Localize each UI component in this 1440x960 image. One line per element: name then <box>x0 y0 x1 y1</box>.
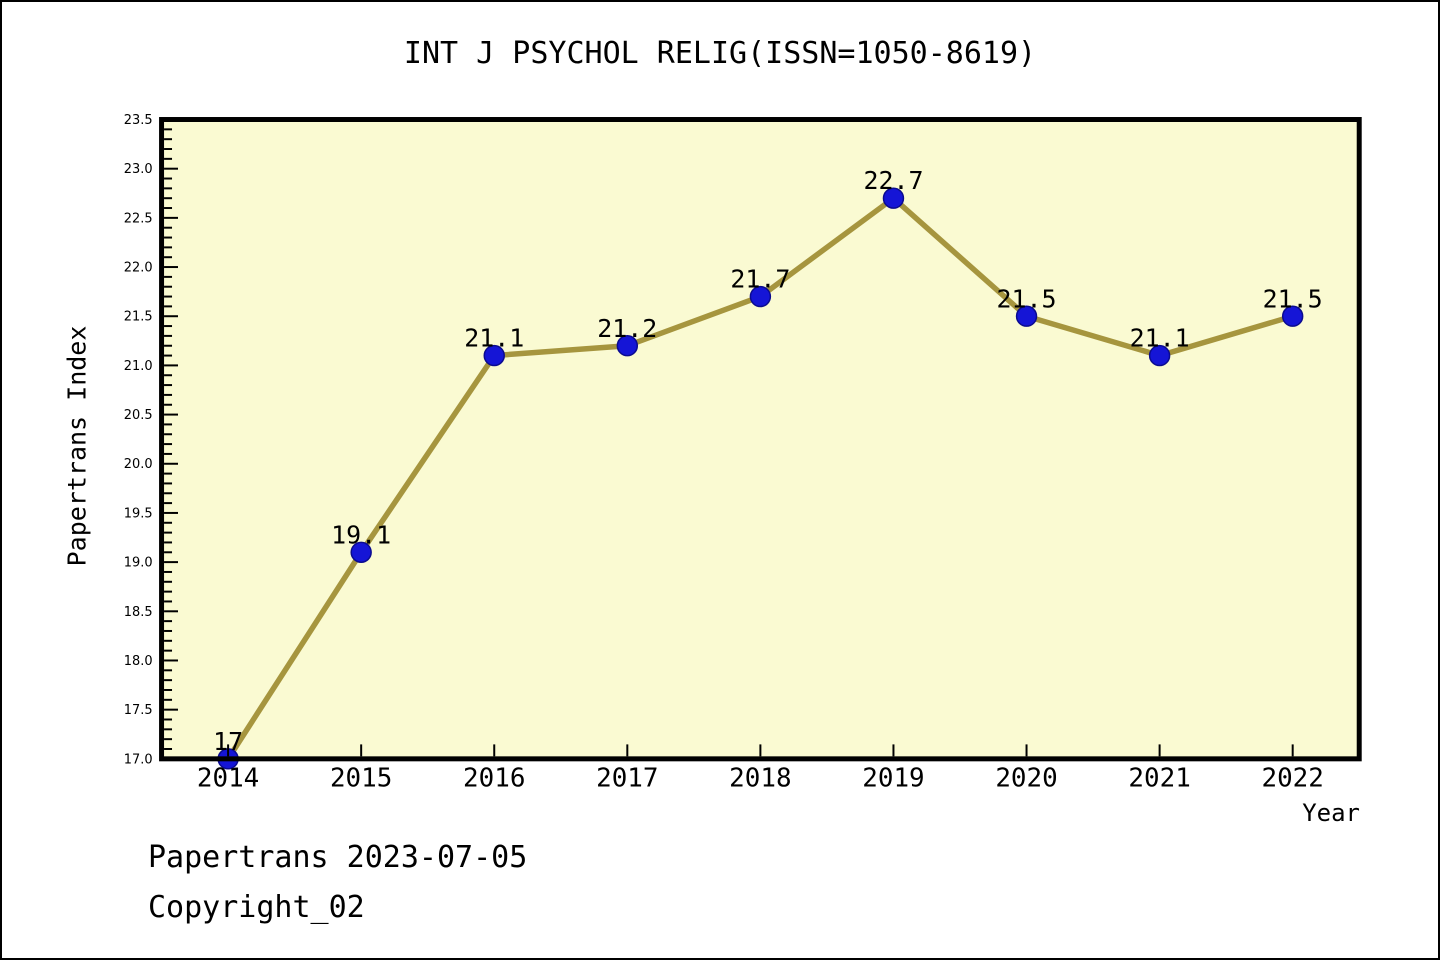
data-point <box>882 187 905 209</box>
y-tick-label: 19.0 <box>124 556 153 571</box>
chart-title: INT J PSYCHOL RELIG(ISSN=1050-8619) <box>403 36 1037 71</box>
data-point-label: 21.7 <box>730 265 790 294</box>
x-tick-label: 2019 <box>862 764 924 794</box>
x-tick-label: 2022 <box>1261 764 1323 794</box>
y-tick-label: 22.5 <box>124 211 153 226</box>
y-tick-label: 23.5 <box>124 113 153 128</box>
data-point <box>350 541 372 563</box>
y-tick-label: 20.0 <box>124 457 153 472</box>
data-point-label: 21.1 <box>464 324 524 353</box>
plot-area <box>161 119 1360 759</box>
data-point-label: 19.1 <box>331 520 391 549</box>
data-point-label: 21.1 <box>1130 324 1190 353</box>
data-point <box>1281 305 1304 327</box>
y-tick-label: 21.5 <box>124 310 153 325</box>
y-tick-label: 21.0 <box>124 359 153 374</box>
x-tick-label: 2020 <box>995 764 1057 794</box>
x-tick-label: 2015 <box>330 764 392 794</box>
data-point-label: 22.7 <box>863 166 923 195</box>
data-point <box>616 335 639 357</box>
y-axis-label: Papertrans Index <box>62 325 92 567</box>
x-tick-label: 2017 <box>596 764 658 794</box>
y-tick-label: 19.5 <box>124 506 153 521</box>
data-point <box>1015 305 1038 327</box>
footer-copyright: Copyright_02 <box>148 890 365 925</box>
y-tick-label: 20.5 <box>124 408 153 423</box>
x-tick-label: 2016 <box>463 764 525 794</box>
x-tick-label: 2018 <box>729 764 791 794</box>
y-tick-label: 22.0 <box>124 261 153 276</box>
data-point-label: 21.5 <box>997 284 1057 313</box>
data-point <box>749 285 772 308</box>
y-tick-label: 17.5 <box>124 703 153 718</box>
axis-ticks <box>164 118 1294 760</box>
x-axis-label: Year <box>1302 799 1360 827</box>
y-tick-label: 23.0 <box>124 162 153 177</box>
y-tick-label: 18.0 <box>124 654 153 669</box>
y-tick-label: 17.0 <box>124 752 153 767</box>
data-point-label: 17 <box>213 727 243 756</box>
plot-frame <box>159 117 1362 762</box>
x-tick-label: 2021 <box>1128 764 1190 794</box>
y-tick-label: 18.5 <box>124 605 153 620</box>
data-point-label: 21.2 <box>597 314 657 343</box>
data-point <box>483 344 505 367</box>
data-point <box>1148 344 1171 367</box>
data-point-label: 21.5 <box>1263 284 1323 313</box>
x-tick-label: 2014 <box>197 764 259 794</box>
footer-source-date: Papertrans 2023-07-05 <box>148 840 528 875</box>
